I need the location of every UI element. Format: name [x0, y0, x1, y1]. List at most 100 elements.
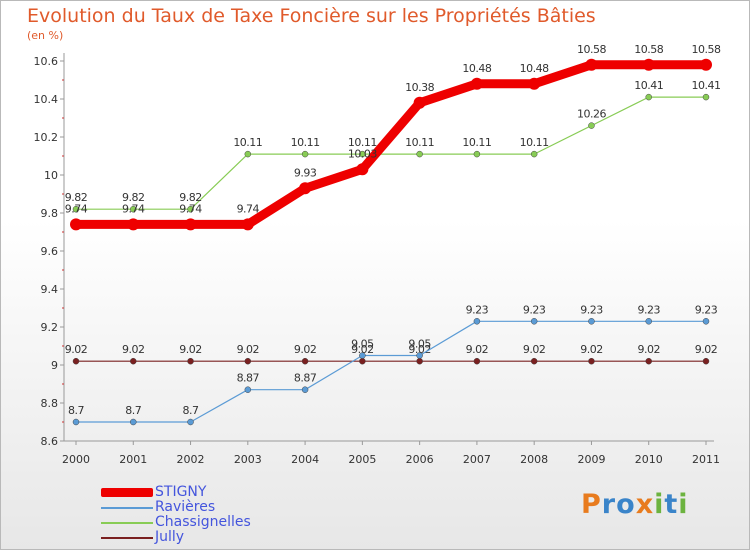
logo-letter: i	[678, 489, 689, 520]
data-label: 8.7	[125, 404, 141, 417]
x-tick-label: 2001	[119, 453, 147, 466]
data-label: 8.7	[68, 404, 84, 417]
x-tick-label: 2006	[406, 453, 434, 466]
chart-unit-label: (en %)	[27, 29, 64, 42]
data-point	[301, 386, 309, 393]
data-point	[585, 58, 598, 71]
logo-letter: i	[654, 489, 665, 520]
legend-swatch-stigny	[101, 488, 153, 497]
data-label: 9.82	[122, 191, 145, 204]
data-label: 9.74	[65, 202, 88, 215]
data-label: 9.93	[294, 166, 317, 179]
x-tick-label: 2010	[635, 453, 663, 466]
legend-item-chassignelles: Chassignelles	[101, 514, 321, 530]
data-point	[700, 58, 712, 71]
data-label: 9.02	[65, 343, 88, 356]
y-tick-label: 10.2	[34, 131, 59, 144]
data-label: 9.23	[523, 303, 546, 316]
data-label: 9.23	[695, 303, 718, 316]
data-point	[187, 205, 194, 213]
x-tick-label: 2004	[291, 453, 319, 466]
x-tick-label: 2000	[62, 453, 90, 466]
data-label: 9.23	[637, 303, 660, 316]
data-label: 9.02	[466, 343, 489, 356]
x-tick-label: 2009	[577, 453, 605, 466]
data-point	[416, 357, 423, 365]
data-label: 10.11	[348, 136, 377, 149]
data-label: 9.02	[523, 343, 546, 356]
data-point	[645, 318, 652, 325]
data-point	[702, 357, 710, 365]
data-label: 10.26	[577, 108, 606, 121]
legend-label-stigny: STIGNY	[155, 484, 207, 500]
data-point	[645, 93, 652, 101]
data-point	[127, 218, 140, 231]
data-point	[530, 318, 538, 325]
data-point	[72, 357, 80, 365]
proxiti-logo: Proxiti	[581, 489, 689, 520]
x-tick-label: 2003	[234, 453, 262, 466]
data-point	[359, 150, 366, 158]
data-label: 10.48	[520, 62, 549, 75]
data-point	[702, 318, 710, 325]
y-tick-label: 9.6	[41, 245, 59, 258]
series-line-ravières	[75, 320, 707, 423]
legend-swatch-chassignelles	[101, 522, 153, 524]
legend-label-jully: Jully	[155, 529, 185, 545]
data-label: 9.02	[351, 343, 374, 356]
data-point	[359, 352, 366, 359]
data-label: 10.11	[233, 136, 262, 149]
legend-item-ravieres: Ravières	[101, 499, 321, 515]
data-point	[470, 77, 483, 90]
data-label: 9.02	[637, 343, 660, 356]
data-point	[244, 150, 252, 158]
y-tick-label: 8.6	[41, 435, 59, 448]
data-point	[244, 386, 252, 393]
x-tick-label: 2011	[692, 453, 720, 466]
data-label: 10.41	[692, 79, 721, 92]
x-tick-label: 2007	[463, 453, 491, 466]
y-tick-label: 9.4	[41, 283, 59, 296]
data-point	[187, 357, 194, 365]
data-label: 10.58	[692, 43, 721, 56]
data-point	[530, 150, 538, 158]
data-point	[413, 96, 426, 109]
data-point	[473, 150, 481, 158]
data-point	[359, 357, 366, 365]
data-label: 10.03	[348, 147, 377, 160]
data-label: 10.48	[462, 62, 491, 75]
data-label: 9.02	[237, 343, 260, 356]
logo-letter: x	[635, 489, 655, 520]
data-point	[299, 182, 312, 195]
data-label: 9.05	[351, 338, 374, 351]
data-point	[301, 357, 309, 365]
data-label: 8.87	[294, 372, 317, 385]
data-point	[130, 418, 137, 426]
data-point	[184, 218, 197, 231]
legend-label-chassignelles: Chassignelles	[155, 514, 251, 530]
data-label: 9.02	[122, 343, 145, 356]
data-label: 10.58	[634, 43, 663, 56]
data-point	[473, 318, 481, 325]
logo-letter: o	[616, 489, 636, 520]
series-line-chassignelles	[75, 96, 707, 210]
data-label: 8.87	[237, 372, 260, 385]
data-point	[528, 77, 541, 90]
logo-letter: P	[581, 489, 602, 520]
data-point	[642, 58, 655, 71]
data-label: 10.11	[462, 136, 491, 149]
data-point	[588, 122, 595, 129]
data-point	[130, 205, 137, 213]
data-label: 9.23	[466, 303, 489, 316]
data-label: 9.74	[122, 202, 145, 215]
data-label: 10.11	[405, 136, 434, 149]
legend-swatch-ravieres	[101, 507, 153, 509]
data-point	[530, 357, 538, 365]
data-point	[72, 418, 80, 426]
data-point	[416, 352, 423, 359]
data-point	[588, 357, 595, 365]
data-label: 9.05	[408, 338, 431, 351]
data-point	[130, 357, 137, 365]
